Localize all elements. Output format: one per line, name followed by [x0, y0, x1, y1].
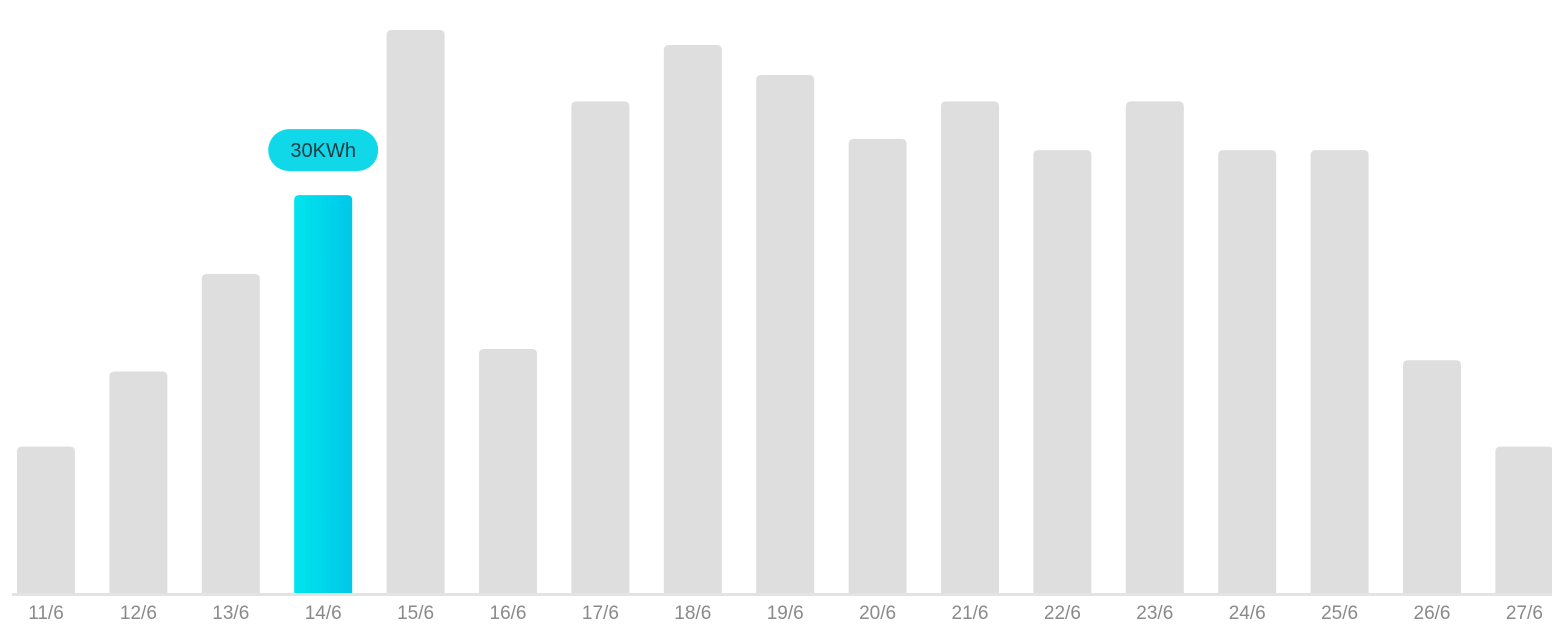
- bar[interactable]: [1310, 150, 1369, 593]
- bar[interactable]: [17, 446, 75, 593]
- x-tick-label: 22/6: [1044, 603, 1081, 624]
- bar[interactable]: [1218, 150, 1277, 593]
- x-tick-label: 20/6: [859, 603, 896, 624]
- bar[interactable]: [1033, 150, 1092, 593]
- x-tick-label: 27/6: [1506, 603, 1543, 624]
- x-tick-label: 25/6: [1321, 603, 1358, 624]
- bar[interactable]: [756, 75, 815, 594]
- x-tick-label: 11/6: [28, 603, 64, 624]
- tooltip-bubble: [268, 129, 379, 172]
- tooltip-label: 30KWh: [290, 140, 356, 162]
- x-tick-label: 14/6: [305, 603, 342, 624]
- bar[interactable]: [1125, 101, 1184, 593]
- bar[interactable]: [109, 371, 168, 593]
- bar[interactable]: [571, 101, 630, 593]
- x-tick-label: 16/6: [490, 603, 527, 624]
- bar[interactable]: [386, 30, 445, 593]
- bar[interactable]: [1495, 446, 1552, 593]
- x-tick-label: 26/6: [1414, 603, 1451, 624]
- x-tick-label: 21/6: [952, 603, 989, 624]
- x-tick-label: 23/6: [1136, 603, 1173, 624]
- x-tick-label: 24/6: [1229, 603, 1266, 624]
- bar-highlighted[interactable]: [294, 195, 353, 594]
- x-tick-label: 13/6: [212, 603, 249, 624]
- bar[interactable]: [941, 101, 999, 593]
- bar[interactable]: [201, 273, 260, 593]
- bar[interactable]: [1403, 360, 1461, 593]
- x-tick-label: 19/6: [767, 603, 804, 624]
- x-tick-labels: 11/6 12/6 13/6 14/6 15/6 16/6 17/6 18/6 19/6 20/6…: [28, 603, 1543, 624]
- x-tick-label: 17/6: [582, 603, 619, 624]
- bar[interactable]: [663, 45, 722, 593]
- x-tick-label: 18/6: [674, 603, 711, 624]
- value-tooltip: 30KWh: [268, 129, 379, 172]
- x-tick-label: 12/6: [120, 603, 157, 624]
- bar[interactable]: [848, 138, 907, 593]
- bars-group: [17, 30, 1552, 594]
- bar[interactable]: [479, 349, 537, 593]
- x-tick-label: 15/6: [397, 603, 434, 624]
